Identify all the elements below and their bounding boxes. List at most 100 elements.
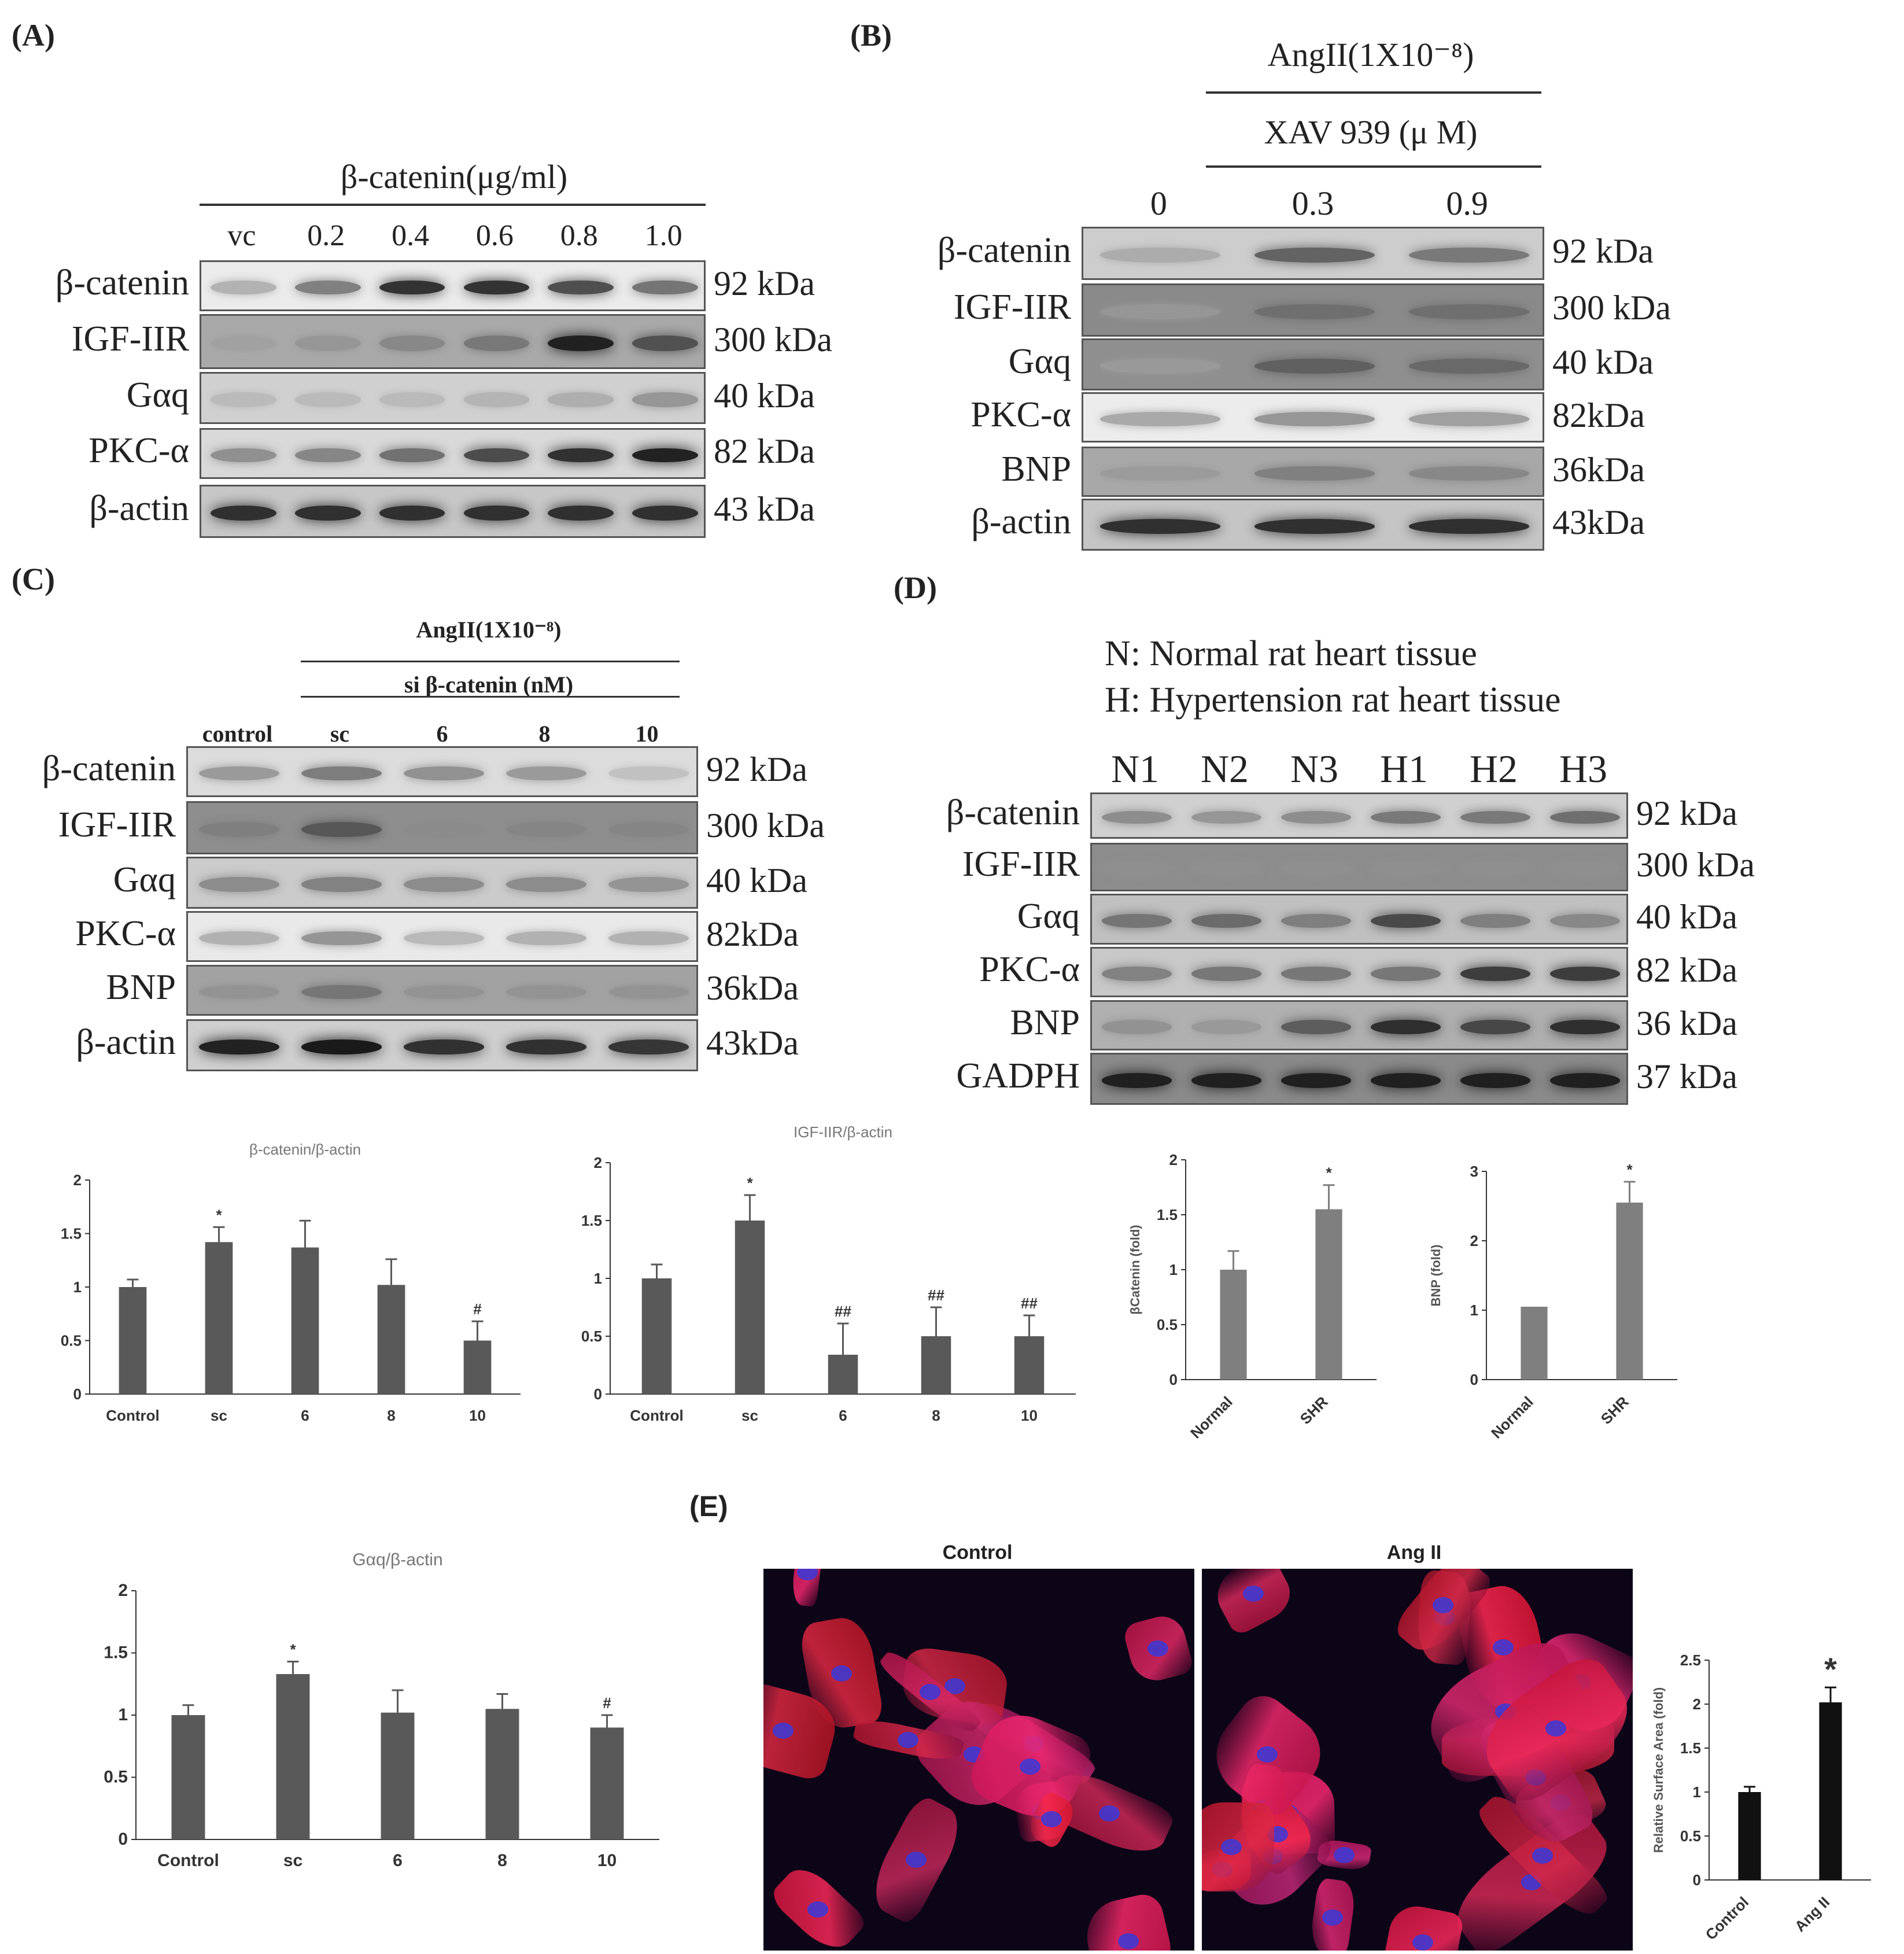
nucleus-shape [1532, 1848, 1553, 1864]
lane-label: H2 [1469, 747, 1518, 791]
protein-label: IGF-IIR [953, 287, 1071, 327]
x-tick-label: Control [1702, 1893, 1752, 1944]
blot-band [608, 877, 689, 892]
bar [590, 1727, 624, 1839]
blot-band [506, 877, 586, 892]
blot-band [211, 392, 276, 407]
nucleus-shape [1221, 1838, 1242, 1855]
blot-strip [186, 801, 698, 854]
y-tick-label: 2.5 [1680, 1651, 1701, 1669]
blot-band [608, 766, 689, 781]
y-tick-label: 1.5 [104, 1643, 128, 1662]
bar [1220, 1270, 1247, 1380]
nucleus-shape [1432, 1597, 1453, 1614]
blot-band [199, 766, 279, 781]
blot-strip [1082, 227, 1544, 280]
blot-band [608, 822, 689, 837]
lane-label: control [202, 721, 273, 747]
panel-d-label: (D) [894, 570, 937, 605]
blot-strip [1090, 894, 1628, 945]
y-tick-label: 0.5 [1157, 1316, 1178, 1333]
nucleus-shape [1257, 1746, 1278, 1763]
y-tick-label: 1 [1693, 1783, 1701, 1801]
molecular-weight-label: 40 kDa [1552, 343, 1654, 381]
nucleus-shape [773, 1723, 794, 1739]
lane-label: 0.4 [392, 219, 430, 252]
y-tick-label: 0 [73, 1385, 82, 1403]
blot-band [211, 448, 276, 463]
lane-label: N3 [1290, 747, 1339, 791]
molecular-weight-label: 300 kDa [714, 320, 832, 359]
protein-label: BNP [1010, 1002, 1080, 1042]
protein-label: β-catenin [946, 793, 1080, 832]
x-tick-label: 10 [1021, 1407, 1038, 1424]
lane-label: 0.6 [475, 219, 514, 252]
chart-title: β-catenin/β-actin [249, 1141, 361, 1158]
x-tick-label: 10 [597, 1851, 617, 1870]
blot-band [1191, 862, 1261, 876]
blot-band [404, 985, 484, 1000]
blot-band [1100, 359, 1221, 374]
blot-band [301, 985, 382, 1000]
blot-band [1371, 862, 1441, 876]
blot-band [548, 392, 614, 407]
y-tick-label: 2 [1470, 1232, 1478, 1249]
blot-band [1100, 466, 1221, 481]
significance-marker: * [1326, 1164, 1332, 1182]
x-tick-label: sc [741, 1407, 758, 1424]
panel-b-header-angii: AngII(1X10⁻⁸) [1267, 36, 1474, 73]
y-tick-label: 0 [118, 1830, 128, 1849]
blot-band [1281, 862, 1351, 876]
significance-marker: ## [928, 1286, 944, 1304]
blot-band [1254, 519, 1375, 534]
molecular-weight-label: 43kDa [1552, 503, 1645, 541]
significance-marker: * [1824, 1651, 1837, 1687]
panel-d-legend-normal: N: Normal rat heart tissue [1105, 634, 1477, 673]
significance-marker: ## [1021, 1295, 1038, 1312]
molecular-weight-label: 92 kDa [706, 750, 807, 788]
blot-band [1191, 1073, 1261, 1088]
blot-strip [200, 485, 706, 538]
blot-strip [1090, 792, 1628, 839]
bar [381, 1712, 415, 1839]
protein-label: IGF-IIR [71, 319, 189, 359]
blot-band [301, 877, 382, 892]
protein-label: β-catenin [55, 263, 189, 303]
blot-band [1371, 967, 1441, 981]
blot-band [294, 448, 361, 463]
blot-band [632, 280, 698, 295]
protein-label: PKC-α [75, 914, 176, 953]
y-tick-label: 0.5 [581, 1328, 602, 1345]
micrograph-title-control: Control [942, 1542, 1013, 1564]
bar [1014, 1336, 1045, 1394]
x-tick-label: Control [630, 1407, 683, 1424]
nucleus-shape [1098, 1805, 1120, 1822]
blot-band [1100, 519, 1221, 534]
blot-band [1254, 412, 1375, 426]
y-tick-label: 2 [1169, 1151, 1178, 1168]
y-tick-label: 1.5 [581, 1212, 602, 1229]
bar [119, 1287, 147, 1394]
bar [1738, 1792, 1761, 1880]
blot-band [294, 280, 361, 295]
protein-label: BNP [106, 968, 176, 1007]
blot-band [211, 336, 276, 351]
chart-beta-catenin: β-catenin/β-actin 0 0.5 1 1.5 2 Control * sc 6 8 #1… [61, 1141, 521, 1424]
y-tick-label: 0 [594, 1385, 602, 1403]
y-tick-label: 0.5 [1680, 1827, 1701, 1845]
y-axis-label: BNP (fold) [1429, 1244, 1443, 1306]
blot-band [1371, 1020, 1441, 1034]
blot-band [1254, 304, 1375, 319]
nucleus-shape [905, 1852, 927, 1868]
chart-igf-iir: IGF-IIR/β-actin 0 0.5 1 1.5 2 Control * sc ## 6 ## 8… [581, 1123, 1076, 1424]
molecular-weight-label: 36kDa [1552, 450, 1645, 489]
chart-bnp-fold: BNP (fold) 0 1 2 3 Normal * SHR [1429, 1161, 1677, 1442]
blot-band [1191, 1020, 1261, 1034]
blot-band [1408, 304, 1529, 319]
blot-band [1371, 1073, 1441, 1088]
blot-band [379, 448, 445, 463]
blot-band [294, 506, 361, 521]
blot-band [379, 506, 445, 521]
y-tick-label: 2 [1693, 1695, 1701, 1713]
blot-band [608, 1039, 689, 1055]
